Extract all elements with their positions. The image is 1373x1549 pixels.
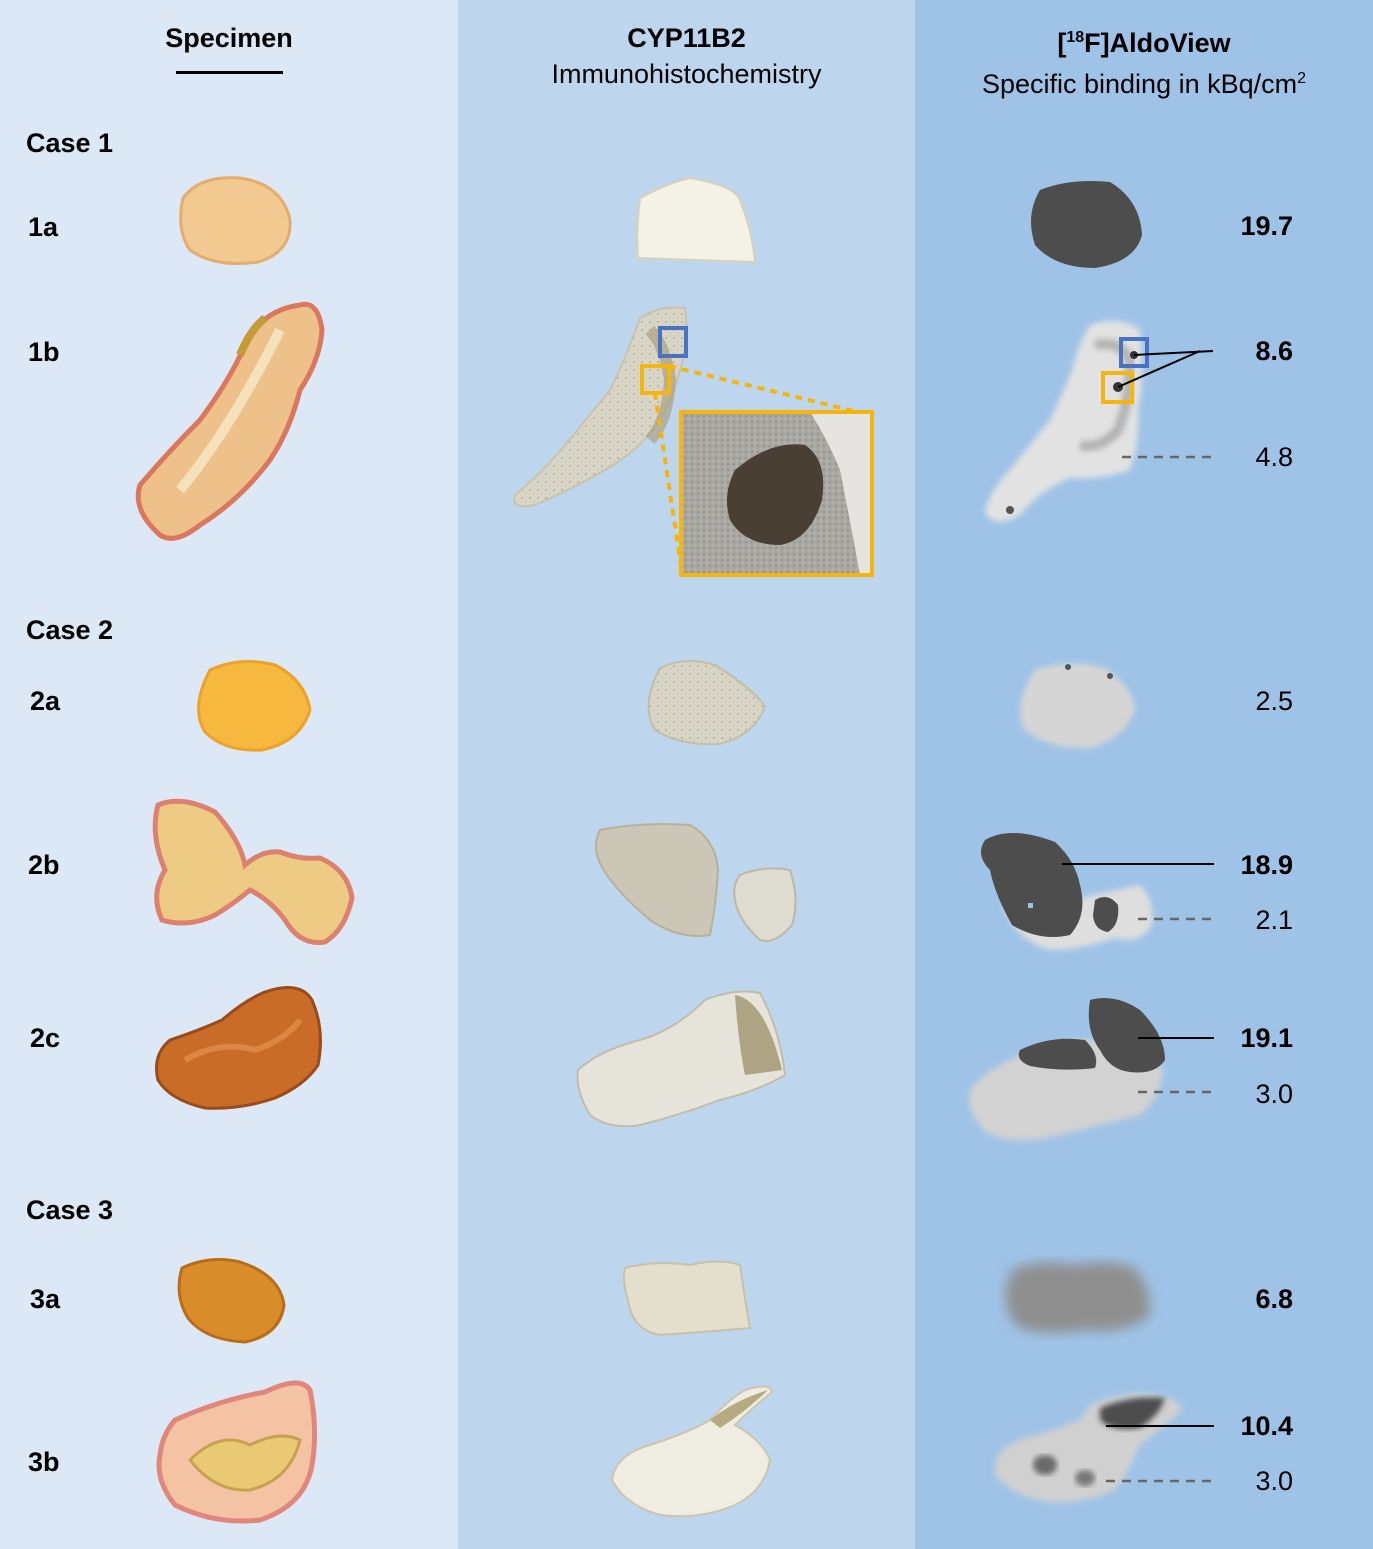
specimen-header-title: Specimen xyxy=(165,23,293,53)
specimen-1a xyxy=(179,176,292,265)
scale-bar xyxy=(176,71,283,74)
ihc-2a xyxy=(647,660,767,746)
row-label: 2b xyxy=(28,850,60,880)
ihc-3a xyxy=(623,1260,752,1337)
specimen-3a xyxy=(177,1258,286,1344)
binding-value: 6.8 xyxy=(1255,1284,1293,1314)
autorad-roi-blue xyxy=(1119,337,1149,368)
aldoview-header: [18F]AldoView Specific binding in kBq/cm… xyxy=(915,20,1373,102)
binding-value: 19.7 xyxy=(1240,211,1293,241)
row-label: 2c xyxy=(30,1023,61,1053)
row-label: 3a xyxy=(30,1284,61,1314)
binding-value: 2.1 xyxy=(1255,905,1293,935)
specimen-2b xyxy=(152,798,355,946)
ihc-1a xyxy=(636,176,757,264)
aldoview-header-subtitle: Specific binding in kBq/cm2 xyxy=(981,69,1307,99)
ihc-header-subtitle: Immunohistochemistry xyxy=(551,59,822,89)
autorad-3b xyxy=(994,1393,1181,1503)
binding-value: 19.1 xyxy=(1240,1023,1293,1053)
case-label: Case 2 xyxy=(26,615,114,645)
binding-value: 8.6 xyxy=(1255,336,1293,366)
ihc-2b-right xyxy=(733,867,797,942)
ihc-2b-left xyxy=(595,823,720,937)
autorad-1b xyxy=(985,321,1143,522)
ihc-roi-blue xyxy=(658,326,688,358)
autorad-2c xyxy=(969,997,1165,1140)
ihc-header-title: CYP11B2 xyxy=(627,23,746,53)
autorad-2b xyxy=(981,832,1153,950)
row-label: 3b xyxy=(28,1447,60,1477)
ihc-2c xyxy=(576,990,787,1128)
case-label: Case 1 xyxy=(26,128,114,158)
case-label: Case 3 xyxy=(26,1195,114,1225)
binding-value: 3.0 xyxy=(1255,1079,1293,1109)
ihc-header: CYP11B2 Immunohistochemistry xyxy=(458,20,915,92)
row-label: 1a xyxy=(28,212,59,242)
aldoview-header-title: [18F]AldoView xyxy=(1057,28,1231,58)
binding-value: 18.9 xyxy=(1240,850,1293,880)
binding-value: 2.5 xyxy=(1255,686,1293,716)
autorad-2a xyxy=(1020,663,1135,749)
binding-value: 4.8 xyxy=(1255,442,1293,472)
autorad-1a xyxy=(1031,181,1142,268)
ihc-zoom-inset xyxy=(679,410,874,577)
autorad-roi-yellow xyxy=(1101,371,1134,404)
row-label: 1b xyxy=(28,337,60,367)
row-label: 2a xyxy=(30,686,61,716)
binding-value: 10.4 xyxy=(1240,1411,1293,1441)
binding-value: 3.0 xyxy=(1255,1466,1293,1496)
specimen-2a xyxy=(197,660,312,752)
autorad-3a xyxy=(1005,1262,1150,1334)
specimen-header: Specimen xyxy=(0,20,458,56)
